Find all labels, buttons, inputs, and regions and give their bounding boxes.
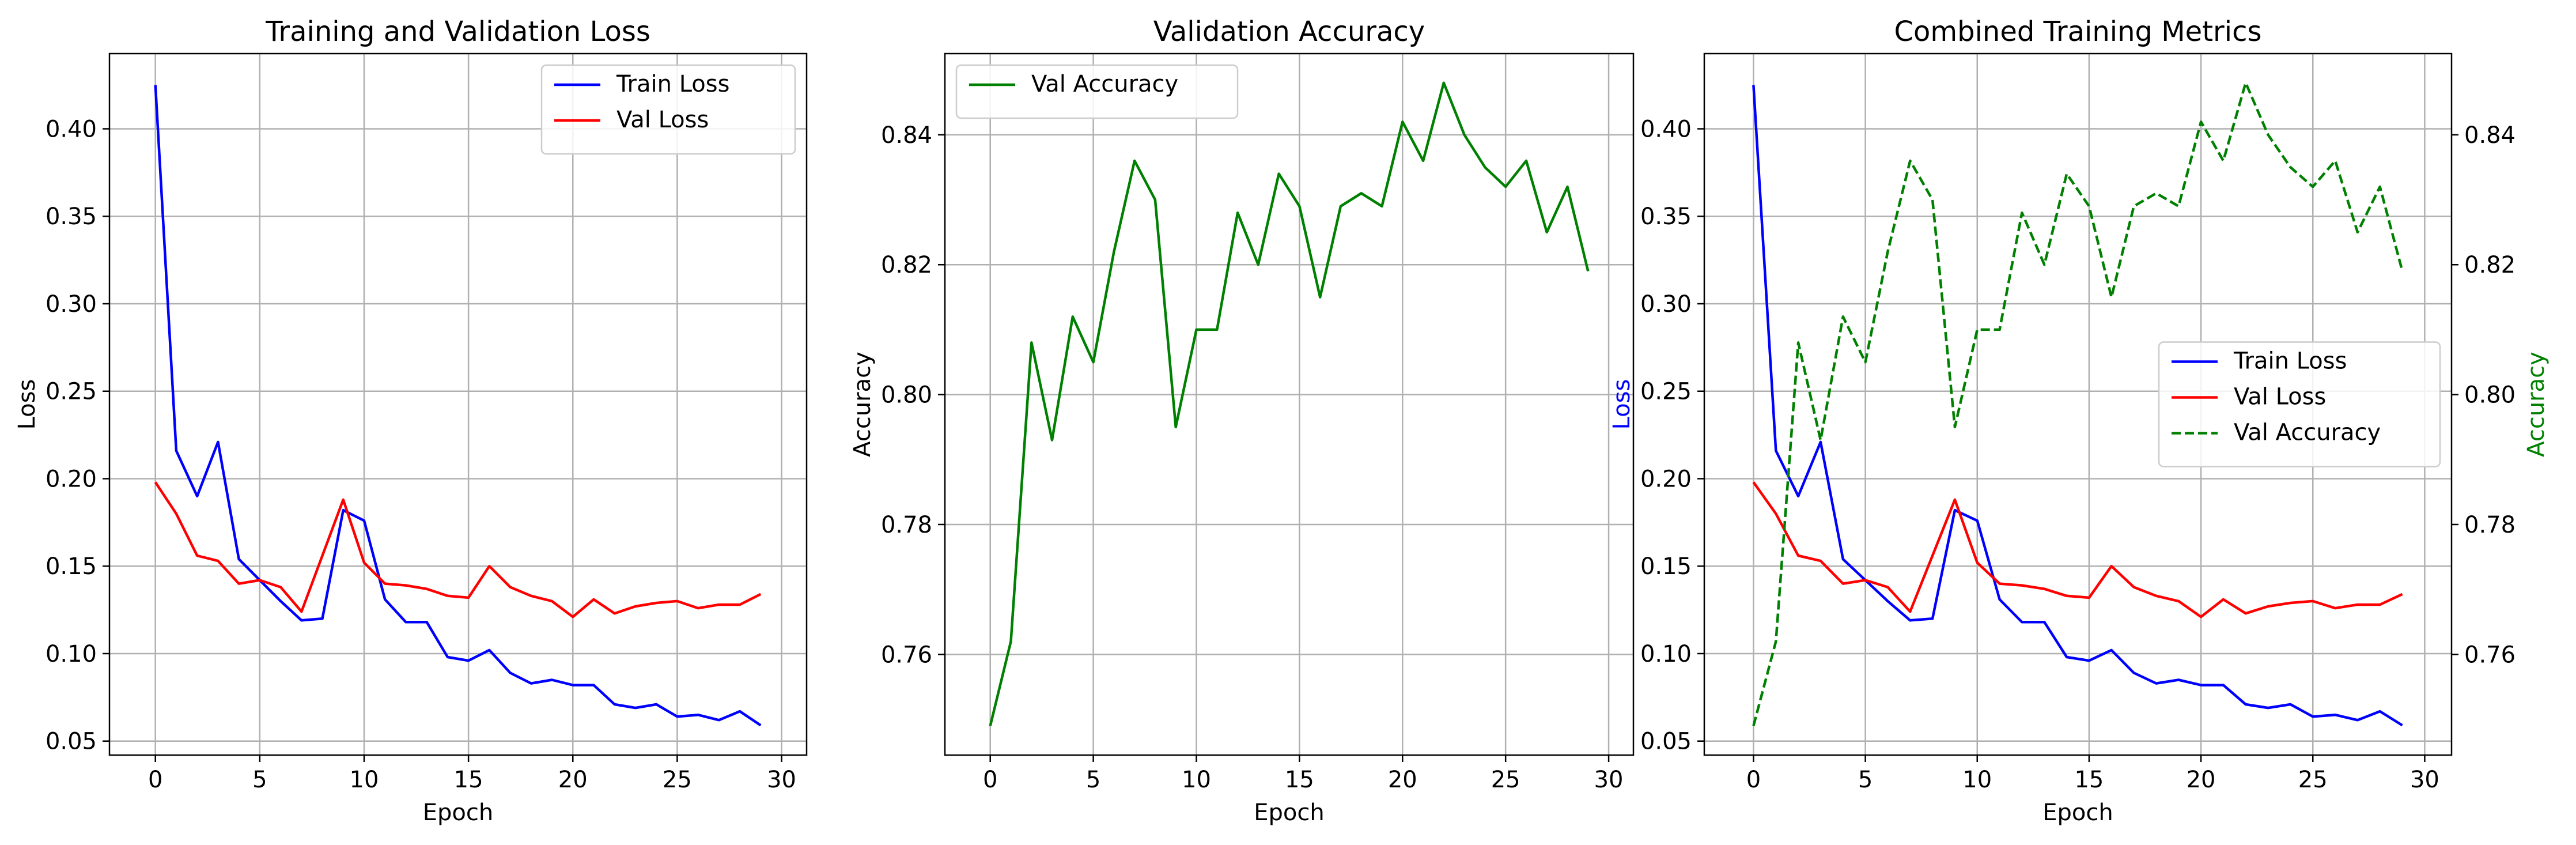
series-line-val-accuracy xyxy=(1752,81,2404,726)
x-axis-label: Epoch xyxy=(2042,799,2113,826)
y-tick-label: 0.76 xyxy=(881,642,932,668)
chart-panel-1: 0 5 10 15 20 25 30 0.05 0.10 0.15 0.20 0.25 0.30 0.35… xyxy=(14,16,808,826)
legend-label: Val Accuracy xyxy=(1031,71,1178,97)
y-axis-label: Loss xyxy=(14,379,40,430)
y-axis-label: Accuracy xyxy=(849,352,876,457)
y-tick-label: 0.82 xyxy=(881,252,932,278)
x-tick-label: 5 xyxy=(1858,767,1873,793)
x-tick-label: 30 xyxy=(1594,767,1624,793)
y2-tick-label: 0.82 xyxy=(2464,252,2516,278)
chart-panel-2: 0 5 10 15 20 25 30 0.76 0.78 0.80 0.82 0.84 Validati… xyxy=(849,16,1635,826)
y-tick-label: 0.25 xyxy=(1640,379,1692,405)
x-tick-label: 25 xyxy=(2298,767,2328,793)
y-tick-label: 0.80 xyxy=(881,382,932,409)
y-tick-label: 0.20 xyxy=(1640,466,1692,492)
y-tick-label: 0.10 xyxy=(46,641,97,667)
y-tick-label: 0.20 xyxy=(46,466,97,492)
y-tick-label: 0.78 xyxy=(881,512,932,538)
y2-axis-label: Accuracy xyxy=(2523,352,2549,457)
y-tick-label: 0.35 xyxy=(1640,203,1692,230)
x-tick-label: 10 xyxy=(350,767,379,793)
legend-label: Train Loss xyxy=(2233,348,2347,375)
y-tick-label: 0.15 xyxy=(46,553,97,580)
axes-frame xyxy=(108,52,808,756)
x-tick-label: 10 xyxy=(1182,767,1211,793)
x-tick-label: 20 xyxy=(558,767,588,793)
y-tick-label: 0.40 xyxy=(1640,116,1692,143)
axes-frame xyxy=(944,52,1635,756)
y-tick-label: 0.35 xyxy=(46,203,97,230)
y-tick-label: 0.40 xyxy=(46,116,97,143)
x-tick-label: 0 xyxy=(983,767,997,793)
y-tick-label: 0.30 xyxy=(1640,291,1692,318)
x-tick-label: 15 xyxy=(1285,767,1314,793)
x-tick-label: 5 xyxy=(252,767,267,793)
x-tick-label: 15 xyxy=(2074,767,2104,793)
y-tick-label: 0.05 xyxy=(1640,729,1692,755)
x-tick-label: 20 xyxy=(1388,767,1417,793)
y2-tick-label: 0.84 xyxy=(2464,122,2516,149)
chart-title: Combined Training Metrics xyxy=(1894,16,2261,48)
legend: Val Accuracy xyxy=(955,64,1239,119)
y-tick-label: 0.15 xyxy=(1640,553,1692,580)
x-axis-label: Epoch xyxy=(1254,799,1324,826)
legend-label: Val Accuracy xyxy=(2234,420,2381,446)
chart-title: Training and Validation Loss xyxy=(265,16,650,48)
x-tick-label: 30 xyxy=(767,767,796,793)
y-axis-label: Loss xyxy=(1609,379,1635,430)
legend: Train Loss Val Loss xyxy=(540,64,796,155)
y-tick-label: 0.84 xyxy=(881,122,932,149)
series-line-val-accuracy xyxy=(989,81,1590,726)
legend-box xyxy=(955,64,1239,119)
x-axis-label: Epoch xyxy=(423,799,493,826)
y-tick-label: 0.25 xyxy=(46,379,97,405)
y-tick-label: 0.05 xyxy=(46,729,97,755)
y2-tick-label: 0.80 xyxy=(2464,382,2516,409)
y2-tick-label: 0.78 xyxy=(2464,512,2516,538)
y-tick-label: 0.30 xyxy=(46,291,97,318)
legend-box xyxy=(540,64,796,155)
legend-box xyxy=(2158,341,2441,467)
x-tick-label: 5 xyxy=(1086,767,1100,793)
series-line-train-loss xyxy=(1752,85,2403,727)
legend-label: Val Loss xyxy=(2234,384,2326,410)
x-tick-label: 15 xyxy=(454,767,483,793)
x-tick-label: 0 xyxy=(1746,767,1761,793)
series-line-val-loss xyxy=(154,481,762,618)
legend: Train Loss Val Loss Val Accuracy xyxy=(2158,341,2441,467)
x-tick-label: 10 xyxy=(1962,767,1992,793)
x-tick-label: 0 xyxy=(148,767,162,793)
legend-label: Train Loss xyxy=(616,71,729,97)
series-line-val-loss xyxy=(1752,481,2403,618)
x-tick-label: 25 xyxy=(1491,767,1520,793)
legend-label: Val Loss xyxy=(616,107,709,133)
axes-frame xyxy=(1703,52,2453,756)
y2-tick-label: 0.76 xyxy=(2464,642,2516,668)
x-tick-label: 20 xyxy=(2187,767,2216,793)
y-tick-label: 0.10 xyxy=(1640,641,1692,667)
x-tick-label: 30 xyxy=(2410,767,2439,793)
chart-panel-3: 0 5 10 15 20 25 30 0.05 0.10 0.15 0.20 0.25 0.30 0.35… xyxy=(1609,16,2549,826)
x-tick-label: 25 xyxy=(663,767,692,793)
series-line-train-loss xyxy=(154,85,762,727)
chart-title: Validation Accuracy xyxy=(1153,16,1425,48)
